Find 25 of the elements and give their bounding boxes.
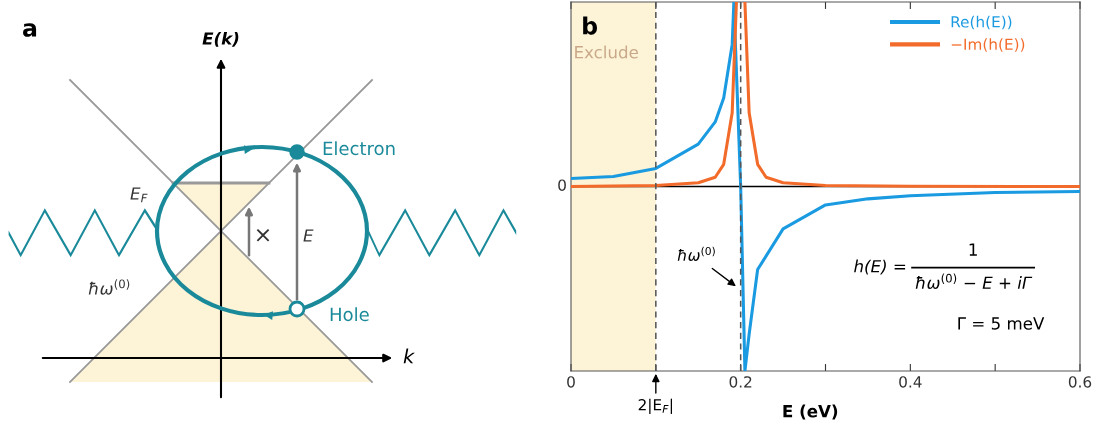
x-tick-label: 0.6 [1068,376,1092,388]
text: E(k) [202,31,239,47]
annotation: 1 [969,243,977,256]
annotation: Γ = 5 meV [958,317,1045,330]
text: k [403,348,415,364]
ref-line-label: ħω$^{(0)}$ [677,246,715,261]
text: a [23,23,37,37]
text: ħω$^{(0)}$ [88,279,130,295]
annotation: ħω$^{(0)}$ − E + iΓ [915,273,1033,290]
text: E [303,229,314,242]
ref-line-label: 0 [558,179,566,191]
x-tick-label: 0.4 [899,376,922,388]
legend-label: Re(h(E)) [951,15,1012,30]
legend-label: −Im(h(E)) [951,38,1025,52]
x-tick-label: 0.2 [729,376,752,388]
x-axis-title: E (eV) [783,404,838,420]
annotation: h(E) = [854,259,906,275]
text: E$_{F}$ [130,187,148,203]
text: Hole [330,307,369,322]
chart-title: b [583,16,598,35]
band-label: Exclude [575,45,638,59]
ref-line-label: 2|E$_{F}$| [638,398,673,414]
text: Electron [323,141,395,156]
x-tick-label: 0 [567,376,575,388]
text: × [256,228,270,242]
